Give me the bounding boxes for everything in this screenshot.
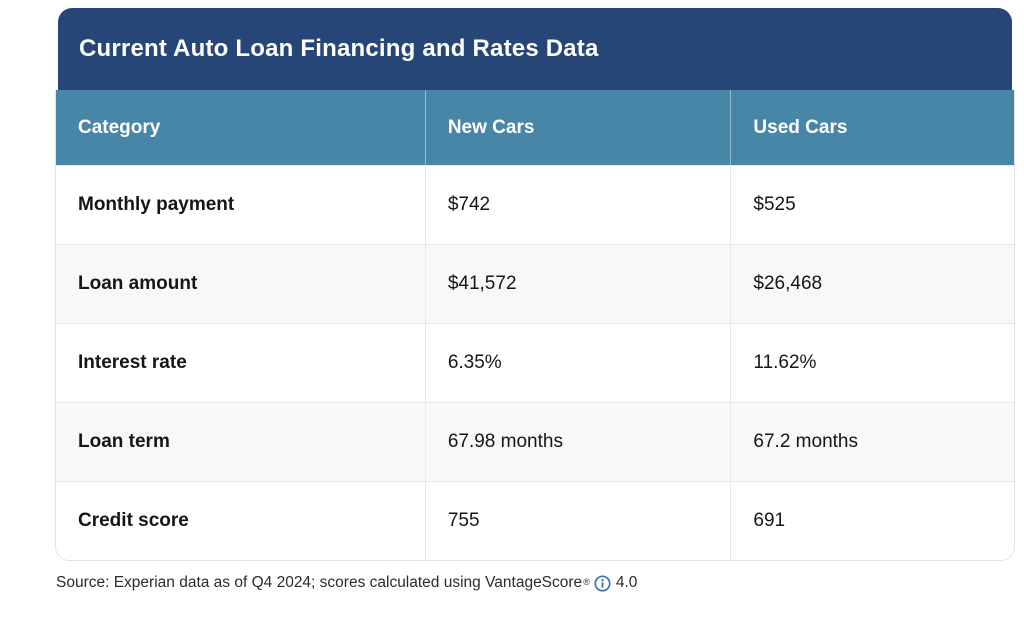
row-label: Credit score bbox=[78, 510, 189, 531]
used-cars-value: 691 bbox=[730, 482, 1014, 560]
table-row-interest-rate: Interest rate 6.35% 11.62% bbox=[56, 323, 1014, 402]
new-cars-value: $41,572 bbox=[424, 245, 731, 323]
row-label: Monthly payment bbox=[78, 194, 235, 215]
used-cars-value: $525 bbox=[730, 166, 1014, 244]
table-header-row: Category New Cars Used Cars bbox=[56, 90, 1014, 165]
table-row-loan-term: Loan term 67.98 months 67.2 months bbox=[56, 402, 1014, 481]
table-row-monthly-payment: Monthly payment $742 $525 bbox=[56, 165, 1014, 244]
table-grid: Category New Cars Used Cars Monthly paym… bbox=[55, 90, 1015, 561]
column-header-used-cars: Used Cars bbox=[730, 90, 1014, 165]
new-cars-value: 6.35% bbox=[424, 324, 731, 402]
row-label: Loan amount bbox=[78, 273, 198, 294]
table-row-credit-score: Credit score 755 691 bbox=[56, 481, 1014, 560]
table-row-loan-amount: Loan amount $41,572 $26,468 bbox=[56, 244, 1014, 323]
row-label: Interest rate bbox=[78, 352, 187, 373]
info-circle-icon[interactable] bbox=[594, 574, 611, 592]
table-title: Current Auto Loan Financing and Rates Da… bbox=[79, 35, 599, 62]
new-cars-value: 67.98 months bbox=[424, 403, 731, 481]
table-title-bar: Current Auto Loan Financing and Rates Da… bbox=[58, 8, 1012, 90]
column-header-new-cars: New Cars bbox=[424, 90, 731, 165]
used-cars-value: 11.62% bbox=[730, 324, 1014, 402]
source-text: Source: Experian data as of Q4 2024; sco… bbox=[56, 574, 583, 591]
row-label: Loan term bbox=[78, 431, 170, 452]
new-cars-value: $742 bbox=[424, 166, 731, 244]
used-cars-value: 67.2 months bbox=[730, 403, 1014, 481]
used-cars-value: $26,468 bbox=[730, 245, 1014, 323]
column-header-category: Category bbox=[78, 116, 161, 138]
new-cars-value: 755 bbox=[424, 482, 731, 560]
vantagescore-version: 4.0 bbox=[615, 574, 638, 591]
registered-trademark-symbol: ® bbox=[583, 576, 590, 587]
auto-loan-table: Current Auto Loan Financing and Rates Da… bbox=[55, 8, 1015, 561]
source-note: Source: Experian data as of Q4 2024; sco… bbox=[56, 574, 637, 592]
